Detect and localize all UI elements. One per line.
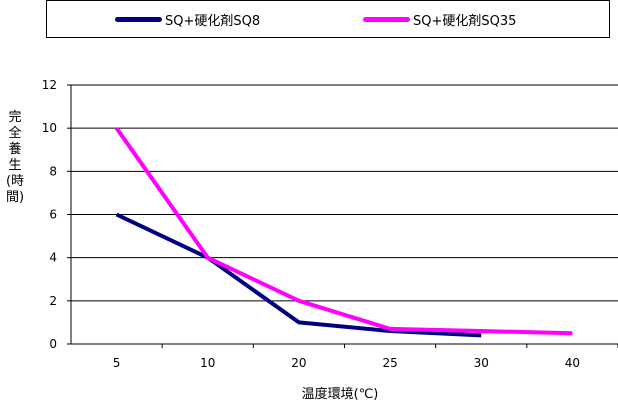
y-tick-label: 0 bbox=[49, 337, 57, 351]
y-tick-label: 6 bbox=[49, 208, 57, 222]
y-tick-label: 12 bbox=[42, 78, 57, 92]
y-axis-label: 完全養生(時間) bbox=[5, 110, 25, 205]
series-line-sq35 bbox=[114, 127, 573, 336]
legend-swatch-sq35 bbox=[363, 16, 410, 22]
x-tick-label: 30 bbox=[474, 356, 489, 370]
legend-label-sq8: SQ+硬化剤SQ8 bbox=[165, 13, 261, 29]
y-tick-label: 8 bbox=[49, 164, 57, 178]
legend: SQ+硬化剤SQ8 SQ+硬化剤SQ35 bbox=[46, 0, 610, 38]
y-tick-label: 10 bbox=[42, 121, 57, 135]
x-axis-label: 温度環境(℃) bbox=[301, 387, 379, 402]
series-line-sq8 bbox=[115, 212, 482, 338]
legend-item-sq35: SQ+硬化剤SQ35 bbox=[363, 10, 517, 29]
legend-label-sq35: SQ+硬化剤SQ35 bbox=[413, 13, 517, 29]
x-tick-label: 40 bbox=[565, 356, 580, 370]
x-tick-label: 5 bbox=[113, 356, 121, 370]
x-tick-label: 25 bbox=[382, 356, 397, 370]
y-tick-label: 2 bbox=[49, 294, 57, 308]
legend-swatch-sq8 bbox=[115, 16, 162, 22]
x-tick-label: 10 bbox=[200, 356, 215, 370]
y-tick-label: 4 bbox=[49, 251, 57, 265]
x-tick-label: 20 bbox=[291, 356, 306, 370]
legend-item-sq8: SQ+硬化剤SQ8 bbox=[115, 10, 261, 29]
